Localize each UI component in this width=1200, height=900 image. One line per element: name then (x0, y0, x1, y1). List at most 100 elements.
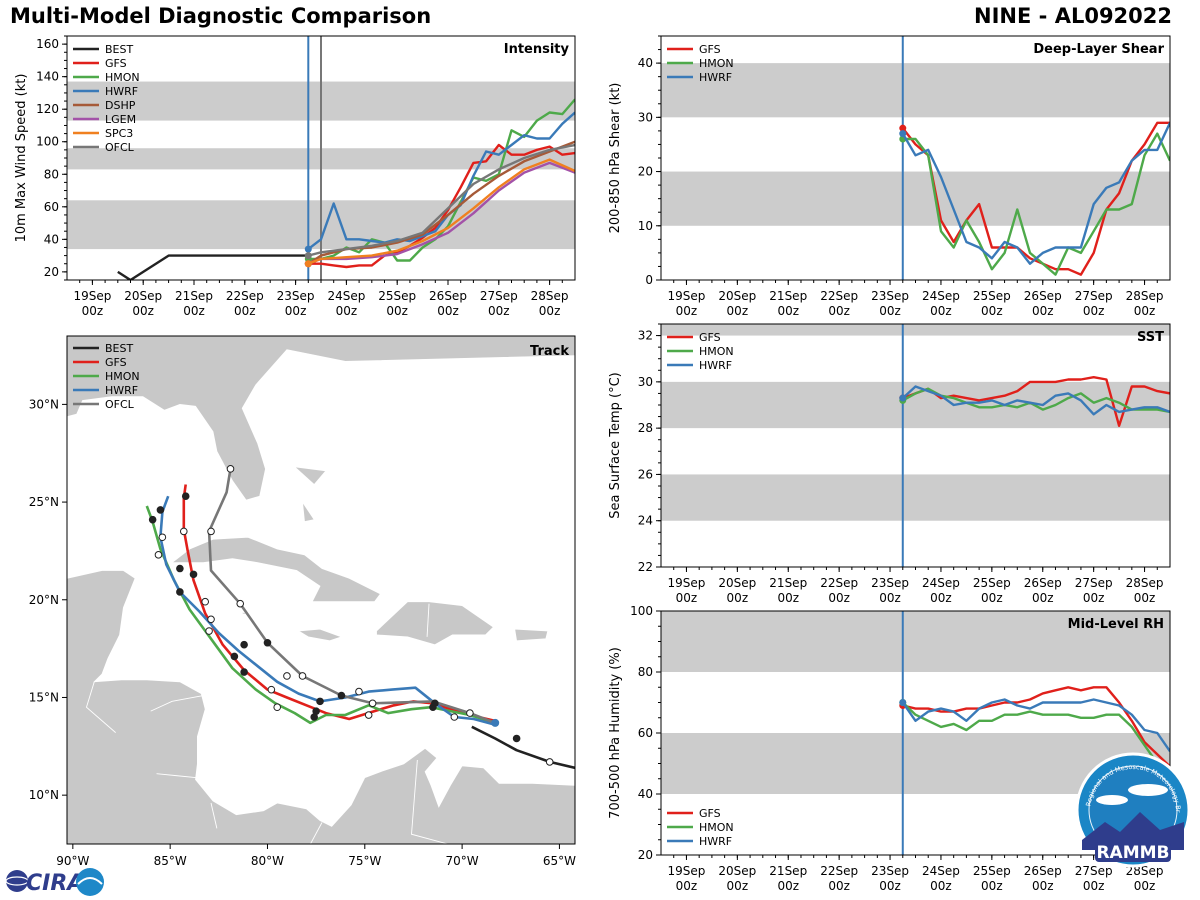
legend-label: OFCL (105, 398, 135, 411)
legend-label: HMON (105, 370, 140, 383)
track-position-marker (158, 533, 167, 542)
x-tick-label-hour: 00z (777, 879, 799, 893)
series-start-marker (304, 252, 312, 260)
track-position-marker (466, 709, 474, 717)
y-tick-label: 100 (630, 604, 653, 618)
y-tick-label: 0 (645, 273, 653, 287)
track-position-marker (368, 699, 377, 708)
legend-label: DSHP (105, 99, 136, 112)
x-tick-label-hour: 00z (981, 304, 1003, 318)
country-border (411, 759, 450, 844)
x-tick-label-hour: 00z (1083, 879, 1105, 893)
legend-label: HMON (105, 71, 140, 84)
rammb-mountain-icon (1082, 812, 1184, 850)
y-tick-label: 32 (638, 329, 653, 343)
shaded-band (661, 324, 1170, 336)
track-position-marker (240, 640, 248, 649)
series-group (117, 98, 575, 280)
legend-label: BEST (105, 43, 133, 56)
x-tick-label: 75°W (348, 854, 381, 868)
x-tick-label-date: 26Sep (429, 289, 467, 303)
cira-globe-icon (6, 870, 28, 892)
series-line-hwrf (901, 385, 1170, 416)
legend-label: SPC3 (105, 127, 133, 140)
x-tick-label-date: 23Sep (871, 864, 909, 878)
figure-title: Multi-Model Diagnostic Comparison (10, 4, 432, 28)
x-tick-label-hour: 00z (676, 591, 698, 605)
track-position-marker (205, 627, 213, 635)
x-tick-label-date: 25Sep (973, 289, 1011, 303)
x-tick-label-hour: 00z (1134, 879, 1156, 893)
y-tick-label: 140 (36, 70, 59, 84)
track-position-marker (545, 758, 554, 766)
legend-label: OFCL (105, 141, 135, 154)
legend-label: HMON (699, 345, 734, 358)
country-border (150, 695, 204, 712)
track-position-marker (273, 703, 282, 712)
panel-title: Deep-Layer Shear (1033, 42, 1164, 57)
x-tick-label-hour: 00z (336, 304, 358, 318)
legend-label: LGEM (105, 113, 136, 126)
y-tick-label: 30°N (29, 397, 59, 411)
shaded-band (661, 611, 1170, 672)
y-tick-label: 22 (638, 560, 653, 574)
shaded-band (661, 381, 1170, 429)
track-position-marker (263, 638, 272, 647)
x-tick-label-date: 21Sep (175, 289, 213, 303)
y-axis-label: 700-500 hPa Humidity (%) (608, 647, 623, 819)
x-tick-label-hour: 00z (930, 879, 952, 893)
track-position-marker (355, 687, 363, 696)
track-position-marker (189, 570, 198, 579)
x-tick-label-hour: 00z (1083, 304, 1105, 318)
x-tick-label-hour: 00z (930, 591, 952, 605)
cira-logo-text: CIRA (26, 871, 84, 896)
track-position-marker (156, 506, 165, 514)
cira-orbit-icon (5, 876, 29, 886)
panel-title: Intensity (504, 42, 570, 57)
legend-label: HWRF (699, 71, 732, 84)
legend-label: GFS (699, 43, 721, 56)
y-tick-label: 20 (638, 848, 653, 862)
legend-label: GFS (699, 331, 721, 344)
series-line-ofcl (307, 143, 575, 257)
y-tick-label: 25°N (29, 495, 59, 509)
y-tick-label: 20 (44, 265, 59, 279)
y-tick-label: 80 (638, 665, 653, 679)
series-start-marker (899, 124, 907, 132)
land-bahamas-a (293, 466, 327, 486)
x-tick-label-date: 27Sep (1075, 289, 1113, 303)
x-tick-label-date: 19Sep (668, 289, 706, 303)
track-line-gfs (182, 484, 496, 723)
rammb-cloud-icon (1128, 784, 1168, 796)
x-tick-label-date: 19Sep (668, 864, 706, 878)
x-tick-label-date: 28Sep (1126, 576, 1164, 590)
current-position-marker (491, 718, 500, 727)
track-position-marker (154, 551, 163, 559)
y-tick-label: 26 (638, 467, 653, 481)
x-tick-label-hour: 00z (828, 304, 850, 318)
x-tick-label-date: 28Sep (531, 289, 569, 303)
track-position-marker (207, 615, 215, 624)
series-start-marker (304, 260, 312, 268)
x-tick-label-hour: 00z (1134, 304, 1156, 318)
track-position-marker (298, 672, 307, 680)
series-start-marker (899, 394, 907, 402)
track-position-marker (240, 668, 248, 676)
x-tick-label-hour: 00z (727, 591, 749, 605)
legend-label: HMON (699, 57, 734, 70)
x-tick-label-hour: 00z (1032, 304, 1054, 318)
x-tick-label-date: 26Sep (1024, 864, 1062, 878)
x-tick-label-hour: 00z (1083, 591, 1105, 605)
x-tick-label-hour: 00z (183, 304, 205, 318)
legend-label: GFS (105, 356, 127, 369)
x-tick-label-hour: 00z (879, 304, 901, 318)
x-tick-label-date: 19Sep (668, 576, 706, 590)
cira-swoosh-icon (77, 877, 103, 885)
series-start-marker (899, 130, 907, 138)
x-tick-label: 70°W (446, 854, 479, 868)
y-axis-label: 10m Max Wind Speed (kt) (14, 74, 29, 243)
y-tick-label: 60 (638, 726, 653, 740)
series-line-hmon (901, 701, 1170, 774)
y-tick-label: 120 (36, 102, 59, 116)
series-group (899, 376, 1170, 427)
